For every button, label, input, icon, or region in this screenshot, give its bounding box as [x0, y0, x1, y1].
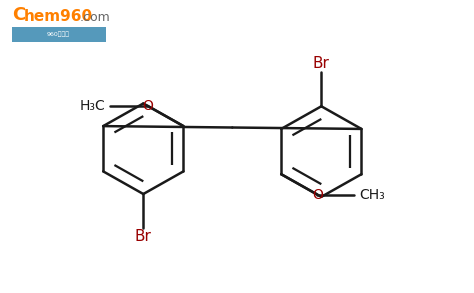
- Text: 960化工网: 960化工网: [47, 31, 70, 37]
- Text: .com: .com: [79, 11, 110, 24]
- Text: Br: Br: [135, 229, 152, 244]
- Text: Br: Br: [313, 56, 330, 71]
- Text: O: O: [312, 188, 323, 202]
- Text: O: O: [142, 99, 153, 113]
- Text: C: C: [12, 6, 26, 24]
- Text: CH₃: CH₃: [359, 188, 385, 202]
- Text: hem960: hem960: [24, 9, 93, 24]
- Text: H₃C: H₃C: [80, 99, 105, 113]
- FancyBboxPatch shape: [12, 27, 106, 42]
